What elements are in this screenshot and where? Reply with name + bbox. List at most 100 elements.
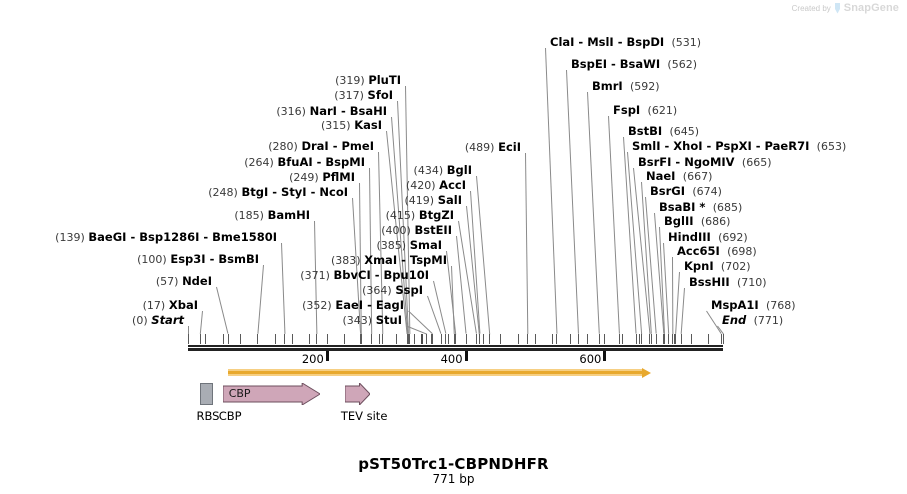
feature-rbs[interactable] xyxy=(200,383,213,405)
restriction-site-label[interactable]: (264) BfuAI - BspMI xyxy=(244,155,365,169)
watermark-prefix: Created by xyxy=(791,3,831,13)
restriction-site-label[interactable]: (100) Esp3I - BsmBI xyxy=(137,252,259,266)
feature-tev-site[interactable] xyxy=(344,381,371,407)
label-leader-line xyxy=(456,235,467,335)
feature-cbp[interactable] xyxy=(222,382,321,406)
ruler-graduation xyxy=(205,334,206,344)
ruler-tick-mark xyxy=(325,351,329,361)
restriction-site-label[interactable]: (364) SspI xyxy=(362,283,423,297)
restriction-site-label[interactable]: Acc65I (698) xyxy=(677,244,757,258)
restriction-site-label[interactable]: (343) StuI xyxy=(342,313,403,327)
restriction-site-label[interactable]: (420) AccI xyxy=(405,178,466,192)
restriction-site-label[interactable]: (371) BbvCI - Bpu10I xyxy=(300,268,429,282)
restriction-site-label[interactable]: ClaI - MslI - BspDI (531) xyxy=(550,35,702,49)
ruler-tick-mark xyxy=(603,351,607,361)
restriction-site-label[interactable]: (434) BglI xyxy=(413,163,472,177)
ruler-graduation xyxy=(431,334,432,344)
label-leader-line xyxy=(587,91,600,335)
ruler-site-tick xyxy=(409,334,410,344)
label-leader-line xyxy=(188,326,189,334)
restriction-site-label[interactable]: (489) EciI xyxy=(464,140,521,154)
restriction-site-label[interactable]: (17) XbaI xyxy=(142,298,198,312)
ruler-tick-label: 600 xyxy=(579,352,602,366)
restriction-site-label[interactable]: BsrGI (674) xyxy=(650,184,722,198)
ruler-site-tick xyxy=(361,334,362,344)
ruler-site-tick xyxy=(466,334,467,344)
restriction-site-label[interactable]: (139) BaeGI - Bsp1286I - Bme1580I xyxy=(55,230,277,244)
ruler-graduation xyxy=(223,334,224,344)
snapgene-watermark: Created by SnapGene xyxy=(792,2,899,14)
restriction-site-label[interactable]: MspA1I (768) xyxy=(711,298,796,312)
ruler-graduation xyxy=(396,334,397,344)
restriction-site-label[interactable]: (315) KasI xyxy=(320,118,382,132)
ruler-site-tick xyxy=(668,334,669,344)
ruler-graduation xyxy=(379,334,380,344)
restriction-site-label[interactable]: (415) BtgZI xyxy=(385,208,454,222)
watermark-brand: SnapGene xyxy=(843,2,899,14)
ruler-graduation xyxy=(604,334,605,344)
ruler-site-tick xyxy=(479,334,480,344)
restriction-site-label[interactable]: (249) PflMI xyxy=(289,170,355,184)
ruler-graduation xyxy=(518,334,519,344)
ruler-site-tick xyxy=(284,334,285,344)
restriction-site-label[interactable]: BspEI - BsaWI (562) xyxy=(571,57,698,71)
ruler-graduation xyxy=(292,334,293,344)
restriction-site-label[interactable]: (385) SmaI xyxy=(376,238,442,252)
snapgene-logo-icon xyxy=(834,2,841,14)
ruler-graduation xyxy=(587,334,588,344)
ruler-tick-label: 400 xyxy=(440,352,463,366)
ruler-site-tick xyxy=(681,334,682,344)
label-leader-line xyxy=(545,47,558,335)
ruler-graduation xyxy=(483,334,484,344)
restriction-site-label[interactable]: (248) BtgI - StyI - NcoI xyxy=(208,185,348,199)
restriction-site-label[interactable]: (316) NarI - BsaHI xyxy=(276,104,387,118)
ruler-site-tick xyxy=(455,334,456,344)
ruler-tick-label: 200 xyxy=(301,352,324,366)
ruler-site-tick xyxy=(489,334,490,344)
ruler-site-tick xyxy=(445,334,446,344)
restriction-site-label[interactable]: BmrI (592) xyxy=(592,79,660,93)
restriction-site-label[interactable]: (352) EaeI - EagI xyxy=(302,298,404,312)
ruler-bar xyxy=(188,348,723,351)
restriction-site-label[interactable]: (280) DraI - PmeI xyxy=(268,139,374,153)
restriction-site-label[interactable]: (419) SalI xyxy=(404,193,462,207)
ruler-graduation xyxy=(708,334,709,344)
ruler-graduation xyxy=(240,334,241,344)
label-leader-line xyxy=(672,256,674,335)
restriction-site-label[interactable]: End (771) xyxy=(722,313,784,327)
restriction-site-label[interactable]: BssHII (710) xyxy=(689,275,767,289)
feature-label-cbp: CBP xyxy=(218,409,242,423)
restriction-site-label[interactable]: NaeI (667) xyxy=(646,169,713,183)
ruler-site-tick xyxy=(408,334,409,344)
restriction-site-label[interactable]: BsrFI - NgoMIV (665) xyxy=(638,155,772,169)
restriction-site-label[interactable]: KpnI (702) xyxy=(684,259,751,273)
restriction-site-label[interactable]: FspI (621) xyxy=(613,103,678,117)
ruler-site-tick xyxy=(651,334,652,344)
restriction-site-label[interactable]: BglII (686) xyxy=(664,214,731,228)
ruler-site-tick xyxy=(721,334,722,344)
ruler-graduation xyxy=(421,334,423,344)
ruler-graduation xyxy=(570,334,571,344)
restriction-site-label[interactable]: (319) PluTI xyxy=(335,73,401,87)
restriction-site-label[interactable]: SmlI - XhoI - PspXI - PaeR7I (653) xyxy=(632,139,847,153)
ruler-graduation xyxy=(327,334,328,344)
label-leader-line xyxy=(525,152,529,334)
restriction-site-label[interactable]: HindIII (692) xyxy=(668,230,748,244)
restriction-site-label[interactable]: (185) BamHI xyxy=(234,208,310,222)
ruler-site-tick xyxy=(257,334,258,344)
ruler-site-tick xyxy=(200,334,201,344)
page-subtitle: 771 bp xyxy=(432,472,475,486)
restriction-site-label[interactable]: (383) XmaI - TspMI xyxy=(330,253,447,267)
restriction-site-label[interactable]: (317) SfoI xyxy=(334,88,393,102)
restriction-site-label[interactable]: (0) Start xyxy=(132,313,184,327)
restriction-site-label[interactable]: BsaBI * (685) xyxy=(659,200,743,214)
ruler-site-tick xyxy=(188,334,189,344)
restriction-site-label[interactable]: BstBI (645) xyxy=(628,124,700,138)
restriction-site-label[interactable]: (400) BstEII xyxy=(381,223,452,237)
ruler-graduation xyxy=(622,334,623,344)
label-leader-line xyxy=(427,295,442,335)
ruler-site-tick xyxy=(664,334,665,344)
restriction-site-label[interactable]: (57) NdeI xyxy=(155,274,212,288)
ruler-site-tick xyxy=(556,334,557,344)
